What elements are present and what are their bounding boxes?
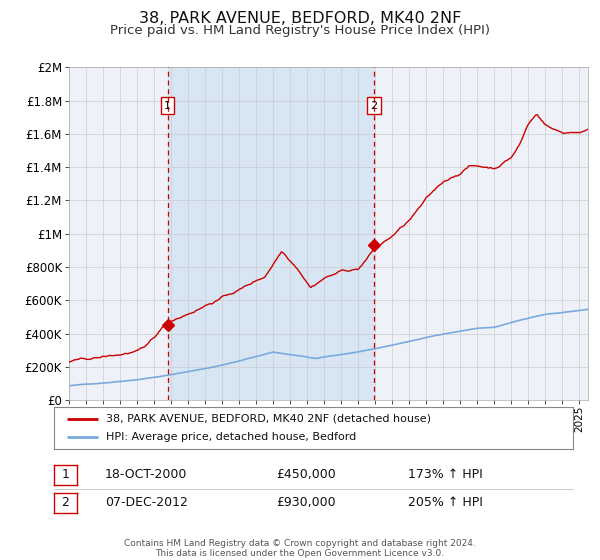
Text: 173% ↑ HPI: 173% ↑ HPI <box>408 468 483 482</box>
Text: 1: 1 <box>61 468 70 482</box>
Text: 2: 2 <box>371 100 377 110</box>
Text: £930,000: £930,000 <box>276 496 335 510</box>
Text: This data is licensed under the Open Government Licence v3.0.: This data is licensed under the Open Gov… <box>155 549 445 558</box>
Text: £450,000: £450,000 <box>276 468 336 482</box>
Text: 18-OCT-2000: 18-OCT-2000 <box>105 468 187 482</box>
Text: 38, PARK AVENUE, BEDFORD, MK40 2NF (detached house): 38, PARK AVENUE, BEDFORD, MK40 2NF (deta… <box>106 414 431 424</box>
Text: Price paid vs. HM Land Registry's House Price Index (HPI): Price paid vs. HM Land Registry's House … <box>110 24 490 37</box>
Text: 1: 1 <box>164 100 171 110</box>
Text: HPI: Average price, detached house, Bedford: HPI: Average price, detached house, Bedf… <box>106 432 356 442</box>
Text: 38, PARK AVENUE, BEDFORD, MK40 2NF: 38, PARK AVENUE, BEDFORD, MK40 2NF <box>139 11 461 26</box>
Text: 2: 2 <box>61 496 70 510</box>
Text: Contains HM Land Registry data © Crown copyright and database right 2024.: Contains HM Land Registry data © Crown c… <box>124 539 476 548</box>
Text: 205% ↑ HPI: 205% ↑ HPI <box>408 496 483 510</box>
Bar <box>167 67 374 400</box>
Text: 07-DEC-2012: 07-DEC-2012 <box>105 496 188 510</box>
